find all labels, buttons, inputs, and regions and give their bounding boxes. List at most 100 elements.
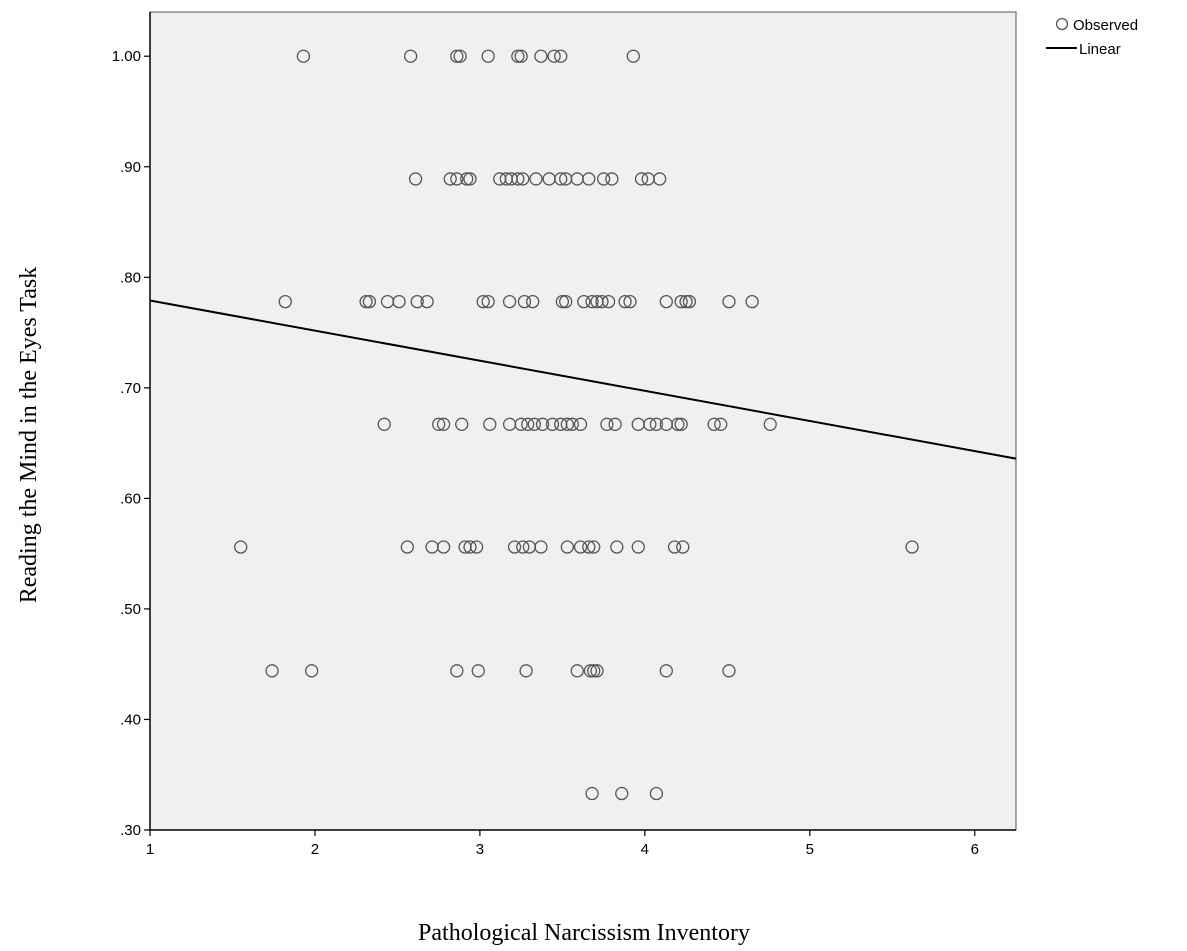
observed-point bbox=[577, 294, 591, 309]
observed-point bbox=[534, 49, 548, 63]
observed-point bbox=[722, 294, 736, 309]
observed-point bbox=[605, 172, 619, 186]
observed-point bbox=[453, 49, 467, 63]
observed-point bbox=[667, 540, 682, 554]
observed-point bbox=[527, 417, 541, 431]
observed-point bbox=[631, 540, 645, 554]
observed-point bbox=[410, 294, 424, 309]
legend: Observed Linear bbox=[1046, 17, 1138, 58]
observed-point bbox=[582, 540, 596, 554]
x-tick-label: 2 bbox=[311, 841, 319, 858]
observed-point bbox=[634, 172, 649, 186]
observed-point bbox=[573, 540, 588, 554]
observed-point bbox=[511, 172, 525, 186]
legend-linear-label: Linear bbox=[1079, 41, 1121, 58]
observed-point bbox=[585, 786, 599, 801]
observed-point bbox=[514, 49, 528, 63]
observed-point bbox=[305, 664, 319, 678]
observed-point bbox=[526, 294, 540, 309]
observed-point bbox=[643, 417, 657, 431]
observed-point bbox=[359, 294, 373, 309]
observed-point bbox=[392, 294, 406, 309]
observed-point bbox=[400, 540, 414, 554]
observed-point bbox=[745, 294, 759, 309]
observed-point bbox=[463, 172, 477, 186]
observed-point bbox=[265, 664, 279, 678]
observed-point bbox=[469, 540, 484, 554]
observed-point bbox=[565, 417, 579, 431]
plot-area bbox=[149, 11, 1017, 831]
observed-point bbox=[582, 172, 596, 186]
observed-point bbox=[649, 417, 664, 431]
observed-point bbox=[519, 664, 533, 678]
observed-point bbox=[483, 417, 497, 431]
y-tick-label: 1.00 bbox=[112, 48, 141, 65]
observed-point bbox=[560, 540, 574, 554]
observed-point bbox=[659, 294, 673, 309]
observed-point bbox=[601, 294, 616, 309]
observed-point bbox=[377, 417, 391, 431]
observed-point bbox=[450, 172, 464, 186]
observed-point bbox=[443, 172, 457, 186]
observed-point bbox=[674, 294, 688, 309]
y-tick-label: .40 bbox=[120, 711, 141, 728]
observed-point bbox=[618, 294, 632, 309]
observed-point bbox=[626, 49, 640, 63]
observed-point bbox=[555, 294, 570, 309]
observed-point bbox=[679, 294, 693, 309]
observed-point bbox=[573, 417, 588, 431]
observed-point bbox=[455, 417, 469, 431]
observed-point bbox=[583, 664, 598, 678]
observed-point bbox=[649, 786, 664, 801]
observed-point bbox=[408, 172, 423, 186]
observed-point bbox=[403, 49, 418, 63]
observed-point bbox=[554, 172, 568, 186]
x-tick-label: 1 bbox=[146, 841, 154, 858]
observed-point bbox=[436, 417, 451, 431]
y-tick-label: .60 bbox=[120, 490, 141, 507]
observed-point bbox=[362, 294, 377, 309]
x-tick-label: 6 bbox=[971, 841, 979, 858]
observed-point bbox=[476, 294, 490, 309]
observed-point bbox=[511, 49, 525, 63]
observed-point bbox=[529, 172, 543, 186]
observed-point bbox=[615, 786, 629, 801]
observed-point bbox=[545, 417, 560, 431]
observed-point bbox=[507, 540, 522, 554]
regression-line bbox=[149, 299, 1017, 460]
y-tick-label: .70 bbox=[120, 380, 141, 397]
observed-point bbox=[547, 49, 561, 63]
observed-point bbox=[278, 294, 292, 309]
y-tick-label: .50 bbox=[120, 601, 141, 618]
x-tick-label: 3 bbox=[476, 841, 484, 858]
observed-point bbox=[432, 417, 446, 431]
observed-point bbox=[559, 294, 573, 309]
observed-point bbox=[587, 540, 601, 554]
x-axis-title: Pathological Narcissism Inventory bbox=[418, 920, 750, 946]
observed-point bbox=[671, 417, 685, 431]
y-tick-label: .30 bbox=[120, 822, 141, 839]
observed-point bbox=[595, 294, 609, 309]
observed-point bbox=[516, 172, 530, 186]
observed-point bbox=[517, 294, 532, 309]
observed-point bbox=[560, 417, 574, 431]
x-tick-label: 5 bbox=[806, 841, 814, 858]
points-layer bbox=[234, 49, 919, 801]
observed-point bbox=[707, 417, 721, 431]
y-tick-label: .90 bbox=[120, 159, 141, 176]
observed-point bbox=[460, 172, 474, 186]
legend-observed-marker bbox=[1055, 17, 1069, 31]
observed-point bbox=[905, 540, 919, 554]
observed-point bbox=[296, 49, 311, 63]
observed-point bbox=[535, 417, 550, 431]
observed-point bbox=[521, 417, 535, 431]
observed-point bbox=[610, 540, 624, 554]
observed-point bbox=[590, 664, 604, 678]
observed-point bbox=[585, 294, 599, 309]
observed-point bbox=[471, 664, 485, 678]
observed-point bbox=[674, 417, 688, 431]
observed-point bbox=[623, 294, 637, 309]
observed-point bbox=[600, 417, 614, 431]
observed-point bbox=[676, 540, 690, 554]
